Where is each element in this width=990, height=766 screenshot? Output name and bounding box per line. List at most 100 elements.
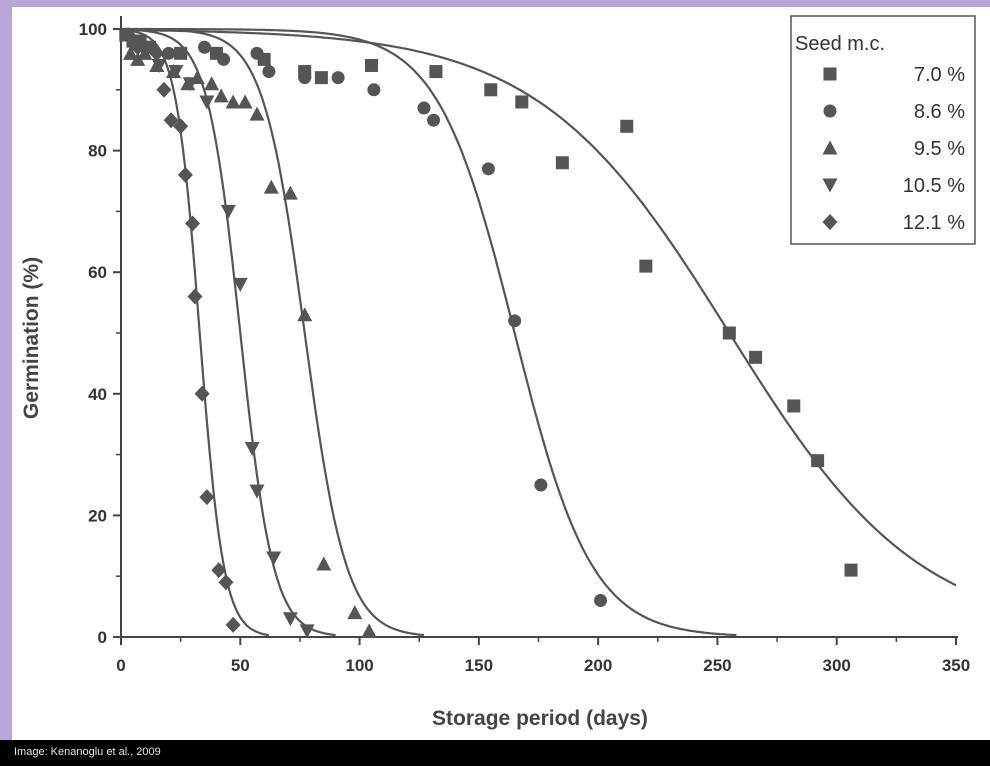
data-point-triangle-down (299, 624, 315, 639)
y-tick-label: 0 (98, 628, 107, 647)
data-points (119, 27, 858, 639)
data-point-triangle-down (244, 442, 260, 457)
data-point-square (515, 95, 529, 109)
legend-marker-square (823, 67, 837, 81)
data-point-square (174, 46, 188, 60)
chart-axes: 0 50 100 150 200 250 300 350 0 20 40 60 80 100 (79, 16, 970, 675)
data-point-square (639, 259, 653, 273)
data-point-circle (250, 46, 264, 60)
fit-curve-4 (120, 28, 336, 637)
y-axis-title: Germination (%) (20, 257, 43, 419)
fit-curve-5 (120, 28, 270, 637)
data-point-triangle-up (263, 179, 279, 194)
data-point-circle (481, 162, 495, 176)
legend-label: 12.1 % (903, 212, 965, 234)
legend-title: Seed m.c. (795, 33, 885, 55)
data-point-triangle-up (297, 307, 313, 322)
legend-label: 8.6 % (914, 101, 965, 123)
fit-curve-2 (121, 27, 737, 637)
legend-label: 10.5 % (903, 175, 965, 197)
x-tick-label: 50 (231, 656, 250, 675)
data-point-triangle-down (168, 65, 184, 80)
legend-marker-triangle-down (822, 178, 838, 193)
data-point-circle (198, 40, 211, 54)
data-point-square (787, 399, 801, 413)
legend-box (790, 15, 976, 245)
x-tick-label: 200 (584, 656, 612, 675)
data-point-triangle-up (213, 88, 229, 103)
data-point-triangle-up (282, 185, 298, 200)
data-point-square (314, 71, 328, 85)
data-point-square (365, 58, 378, 72)
data-point-triangle-down (249, 484, 265, 499)
germination-chart: 0 50 100 150 200 250 300 350 0 20 40 60 80 100 Storag… (20, 15, 976, 730)
legend-marker-diamond (822, 214, 838, 230)
data-point-triangle-up (361, 623, 377, 638)
data-point-triangle-up (123, 45, 139, 60)
data-point-triangle-down (182, 77, 198, 92)
data-point-square (749, 350, 763, 364)
data-point-circle (367, 83, 381, 97)
data-point-triangle-up (316, 556, 332, 571)
data-point-diamond (211, 562, 227, 579)
legend-marker-triangle-up (822, 140, 838, 155)
data-point-square (620, 119, 634, 133)
legend-label: 7.0 % (914, 64, 965, 86)
data-point-triangle-up (130, 51, 146, 66)
data-point-circle (594, 594, 608, 608)
data-point-circle (217, 52, 231, 66)
legend-marker-circle (823, 104, 837, 118)
data-point-circle (162, 46, 176, 60)
data-point-diamond (194, 385, 210, 402)
data-point-diamond (149, 45, 165, 62)
data-point-triangle-up (204, 76, 220, 91)
data-point-square (555, 156, 569, 170)
y-tick-label: 100 (79, 20, 107, 39)
y-tick-label: 40 (88, 385, 107, 404)
data-point-triangle-up (225, 94, 241, 109)
data-point-diamond (130, 39, 146, 56)
x-axis-title: Storage period (days) (432, 707, 648, 730)
data-point-triangle-up (237, 94, 253, 109)
data-point-circle (262, 65, 276, 79)
data-point-diamond (120, 27, 136, 44)
data-point-square (722, 326, 736, 340)
data-point-diamond (199, 489, 215, 506)
data-point-circle (298, 71, 312, 85)
legend-items: 7.0 % 8.6 % 9.5 % 10.5 % 12.1 % (822, 64, 965, 234)
data-point-triangle-up (347, 605, 363, 620)
data-point-triangle-down (232, 277, 248, 292)
image-credit: Image: Kenanoglu et al., 2009 (14, 746, 161, 758)
data-point-diamond (163, 112, 179, 129)
fit-curve-3 (121, 28, 425, 637)
x-tick-label: 100 (345, 656, 373, 675)
x-tick-label: 350 (942, 656, 970, 675)
data-point-diamond (156, 81, 172, 98)
data-point-triangle-down (266, 551, 282, 566)
data-point-diamond (173, 118, 189, 135)
data-point-diamond (225, 616, 241, 633)
y-tick-label: 60 (88, 263, 107, 282)
x-tick-label: 0 (116, 656, 125, 675)
caption-bar (0, 740, 990, 766)
left-frame-border (0, 0, 12, 740)
data-point-diamond (177, 166, 193, 183)
legend: Seed m.c. 7.0 % 8.6 % 9.5 % 10.5 % 12.1 % (790, 15, 976, 245)
x-tick-label: 250 (703, 656, 731, 675)
data-point-square (484, 83, 498, 97)
data-point-circle (331, 71, 345, 85)
data-point-circle (534, 478, 548, 492)
data-point-diamond (218, 574, 234, 591)
data-point-square (429, 65, 443, 79)
data-point-square (811, 454, 825, 468)
y-tick-label: 80 (88, 142, 107, 161)
data-point-triangle-down (220, 204, 236, 219)
legend-label: 9.5 % (914, 138, 965, 160)
data-point-diamond (187, 288, 203, 305)
top-frame-border (0, 0, 990, 7)
x-tick-label: 300 (823, 656, 851, 675)
y-tick-label: 20 (88, 506, 107, 525)
x-tick-label: 150 (465, 656, 493, 675)
data-point-triangle-down (151, 58, 167, 73)
data-point-triangle-down (282, 612, 298, 627)
